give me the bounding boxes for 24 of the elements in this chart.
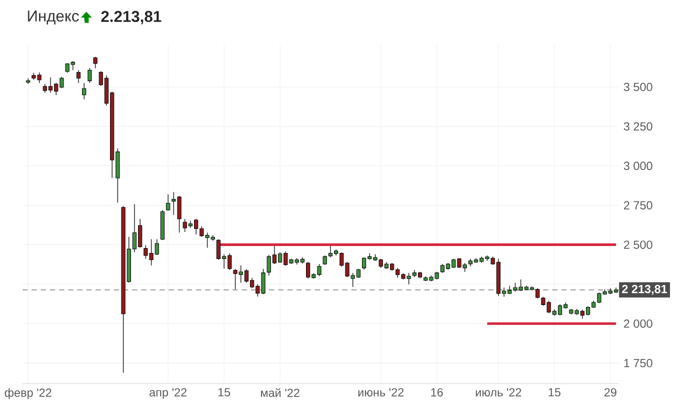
y-tick-label: 1 750: [624, 359, 652, 368]
x-tick-label: 15: [218, 388, 230, 396]
candlestick: [93, 56, 98, 69]
x-tick-label: июль '22: [476, 388, 522, 397]
ref-line-label: 2 213,81: [622, 284, 668, 295]
candlestick: [82, 82, 86, 100]
candlestick: [76, 70, 81, 84]
chart-subtitle: 2.213,81: [101, 11, 162, 24]
x-tick-label: июнь '22: [358, 388, 404, 397]
candlestick: [88, 68, 92, 84]
x-tick-label: февр '22: [4, 388, 52, 400]
y-tick-label: 3 000: [624, 162, 652, 170]
y-tick-label: 2 750: [624, 201, 652, 210]
candlestick: [166, 194, 170, 212]
x-tick-label: 16: [431, 388, 443, 397]
x-tick-label: 29: [604, 388, 616, 397]
x-tick-label: апр '22: [150, 388, 186, 399]
x-tick-label: 15: [548, 388, 560, 396]
y-tick-label: 2 500: [624, 240, 652, 249]
y-tick-label: 3 250: [624, 122, 652, 131]
chart-title: Индекс: [28, 10, 79, 25]
y-tick-label: 2 000: [624, 320, 652, 328]
x-tick-label: май '22: [261, 388, 300, 398]
y-tick-label: 3 500: [624, 82, 652, 92]
